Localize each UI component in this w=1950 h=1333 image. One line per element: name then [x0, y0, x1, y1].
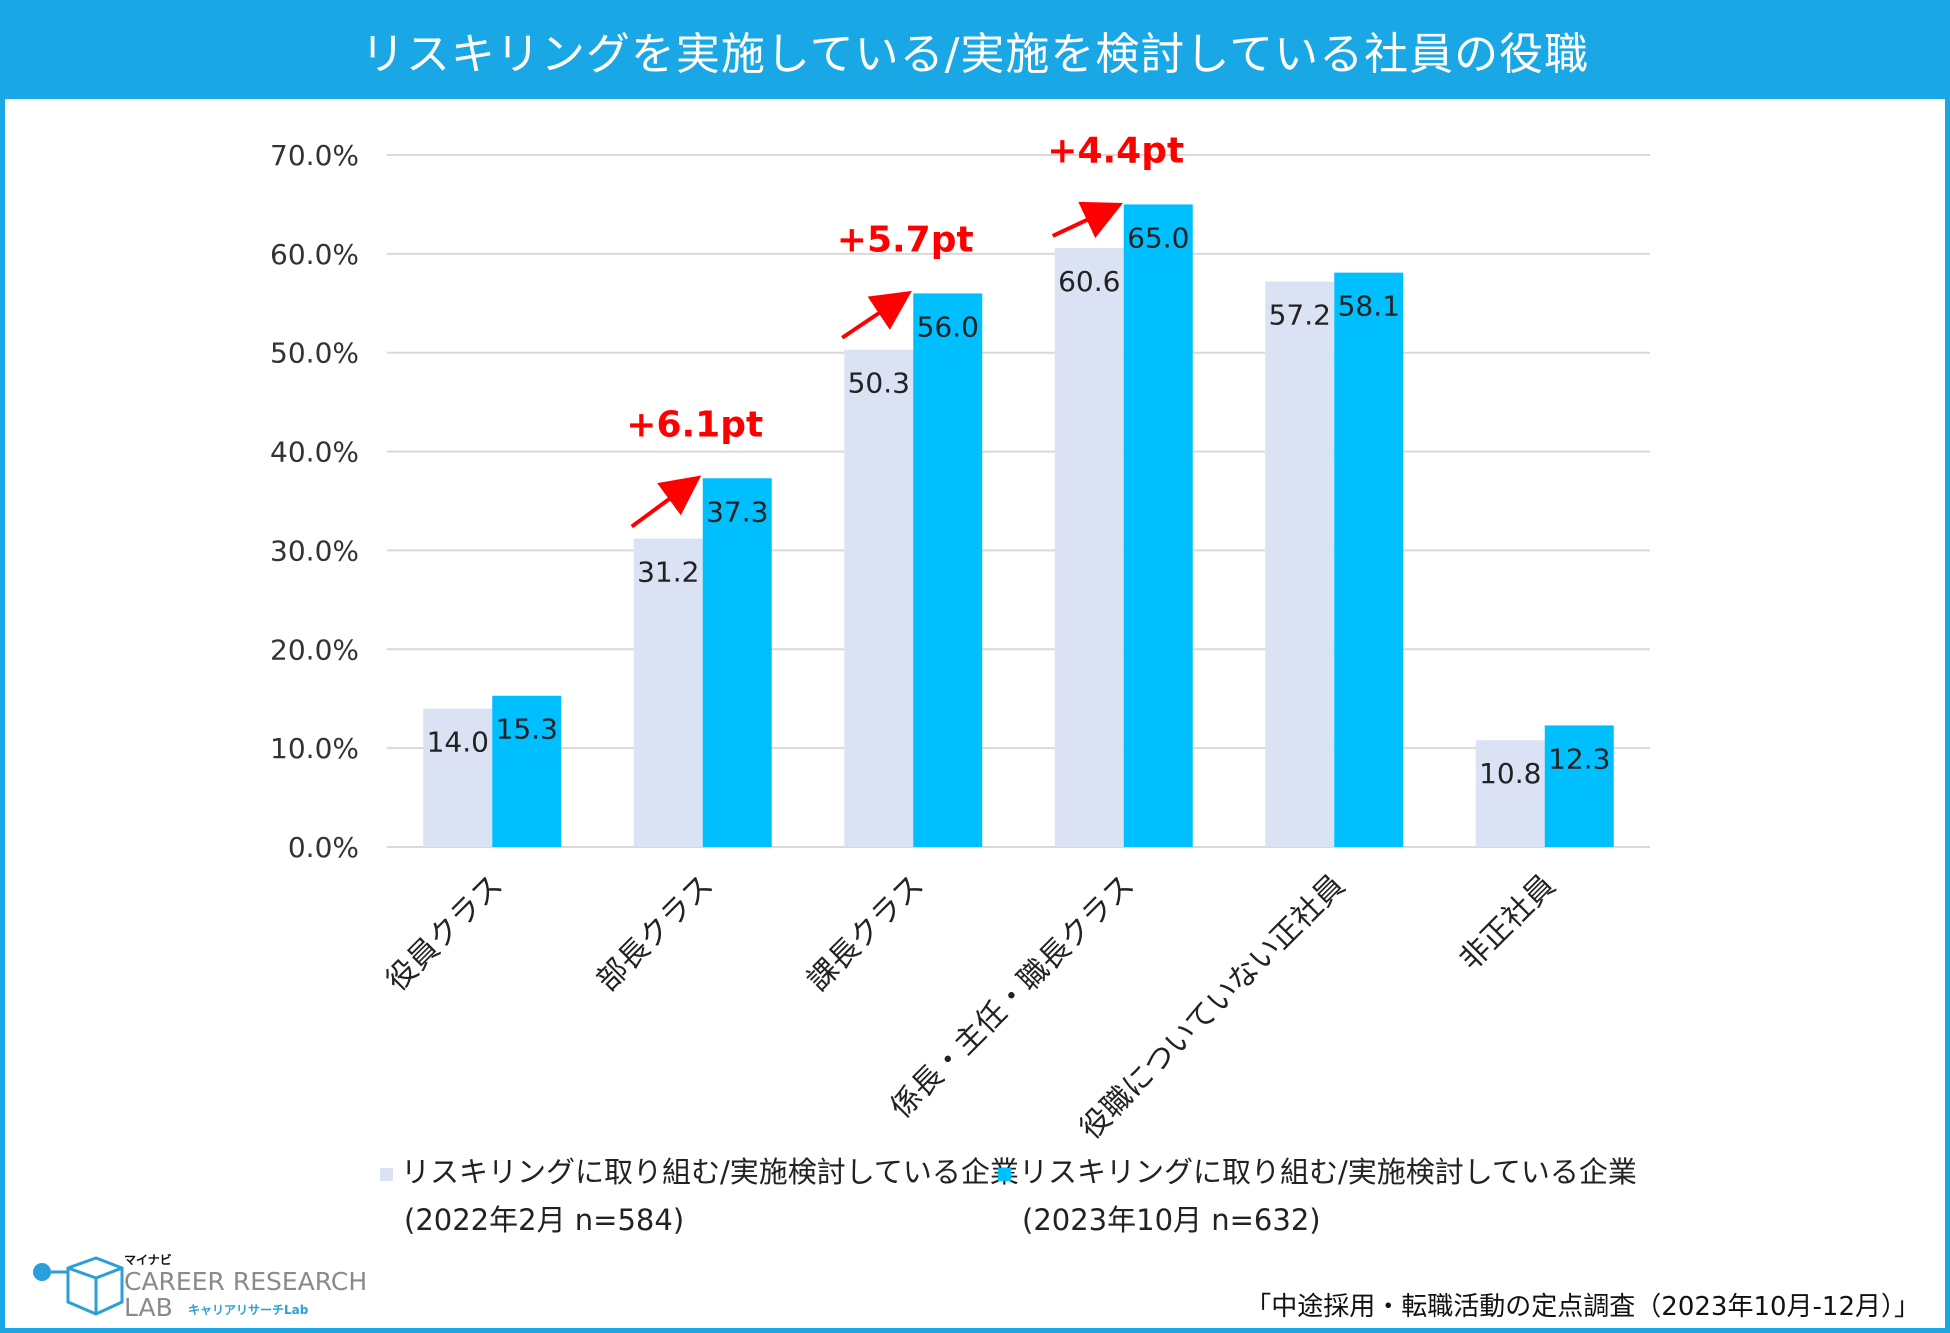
- x-tick-label: 係長・主任・職長クラス: [884, 868, 1142, 1126]
- legend-label-1: リスキリングに取り組む/実施検討している企業: [401, 1155, 1019, 1189]
- data-label: 57.2: [1269, 299, 1331, 332]
- increase-arrow: [1051, 201, 1123, 239]
- cube-icon: [66, 1256, 124, 1316]
- legend-series-1: リスキリングに取り組む/実施検討している企業 (2022年2月 n=584): [380, 1148, 1019, 1244]
- legend-swatch-2: [998, 1167, 1011, 1181]
- bar-2022: [844, 349, 914, 847]
- data-label: 10.8: [1479, 757, 1541, 790]
- bar-2022: [1475, 740, 1545, 847]
- y-tick-label: 10.0%: [270, 732, 359, 765]
- logo-sub: キャリアリサーチLab: [188, 1303, 309, 1317]
- legend-period-2: (2023年10月 n=632): [1022, 1203, 1321, 1237]
- data-label: 31.2: [637, 556, 699, 589]
- source-note: 「中途採用・転職活動の定点調査（2023年10月-12月）」: [1245, 1292, 1920, 1322]
- logo-line2: LAB: [124, 1293, 173, 1320]
- bar-2022: [1265, 281, 1335, 848]
- data-label: 15.3: [496, 713, 558, 746]
- x-tick-label: 役員クラス: [380, 868, 510, 998]
- logo-line1: CAREER RESEARCH: [124, 1267, 367, 1296]
- title-bar: リスキリングを実施している/実施を検討している社員の役職: [0, 0, 1950, 99]
- data-label: 65.0: [1127, 221, 1189, 254]
- y-tick-label: 70.0%: [270, 139, 359, 172]
- legend-series-2: リスキリングに取り組む/実施検討している企業 (2023年10月 n=632): [998, 1148, 1637, 1244]
- career-research-lab-logo: マイナビ CAREER RESEARCH LAB キャリアリサーチLab: [33, 1252, 367, 1320]
- data-label: 60.6: [1058, 265, 1120, 298]
- bar-2022: [423, 708, 493, 847]
- data-label: 58.1: [1338, 290, 1400, 323]
- bar-2023: [1334, 272, 1404, 847]
- bar-2023: [1123, 204, 1193, 847]
- data-label: 14.0: [427, 726, 489, 759]
- data-label: 50.3: [848, 367, 910, 400]
- bar-2023: [1544, 725, 1614, 847]
- y-tick-label: 40.0%: [270, 436, 359, 469]
- y-tick-label: 20.0%: [270, 633, 359, 666]
- bar-2022: [633, 538, 703, 847]
- y-tick-label: 30.0%: [270, 534, 359, 567]
- increase-annotation: +6.1pt: [626, 404, 763, 445]
- bar-2023: [702, 478, 772, 847]
- bar-2023: [492, 695, 562, 847]
- data-label: 56.0: [917, 310, 979, 343]
- increase-arrow: [630, 475, 702, 529]
- x-tick-label: 課長クラス: [801, 868, 931, 998]
- increase-annotation: +5.7pt: [837, 219, 974, 260]
- chart-title: リスキリングを実施している/実施を検討している社員の役職: [360, 28, 1590, 80]
- logo-brand: マイナビ: [124, 1252, 172, 1267]
- bar-2023: [913, 293, 983, 847]
- legend-swatch-1: [380, 1167, 393, 1181]
- legend-period-1: (2022年2月 n=584): [404, 1203, 685, 1237]
- y-tick-label: 50.0%: [270, 337, 359, 370]
- x-tick-label: 部長クラス: [590, 868, 720, 998]
- bar-chart: 0.0%10.0%20.0%30.0%40.0%50.0%60.0%70.0% …: [270, 130, 1650, 1147]
- x-tick-label: 非正社員: [1453, 868, 1563, 978]
- key-icon: [33, 1263, 51, 1281]
- bar-2022: [1054, 247, 1124, 847]
- increase-annotation: +4.4pt: [1047, 130, 1184, 171]
- legend-label-2: リスキリングに取り組む/実施検討している企業: [1019, 1155, 1637, 1189]
- data-label: 12.3: [1548, 742, 1610, 775]
- increase-arrow: [841, 290, 912, 340]
- data-label: 37.3: [706, 495, 768, 528]
- y-tick-label: 0.0%: [288, 831, 359, 864]
- y-tick-label: 60.0%: [270, 238, 359, 271]
